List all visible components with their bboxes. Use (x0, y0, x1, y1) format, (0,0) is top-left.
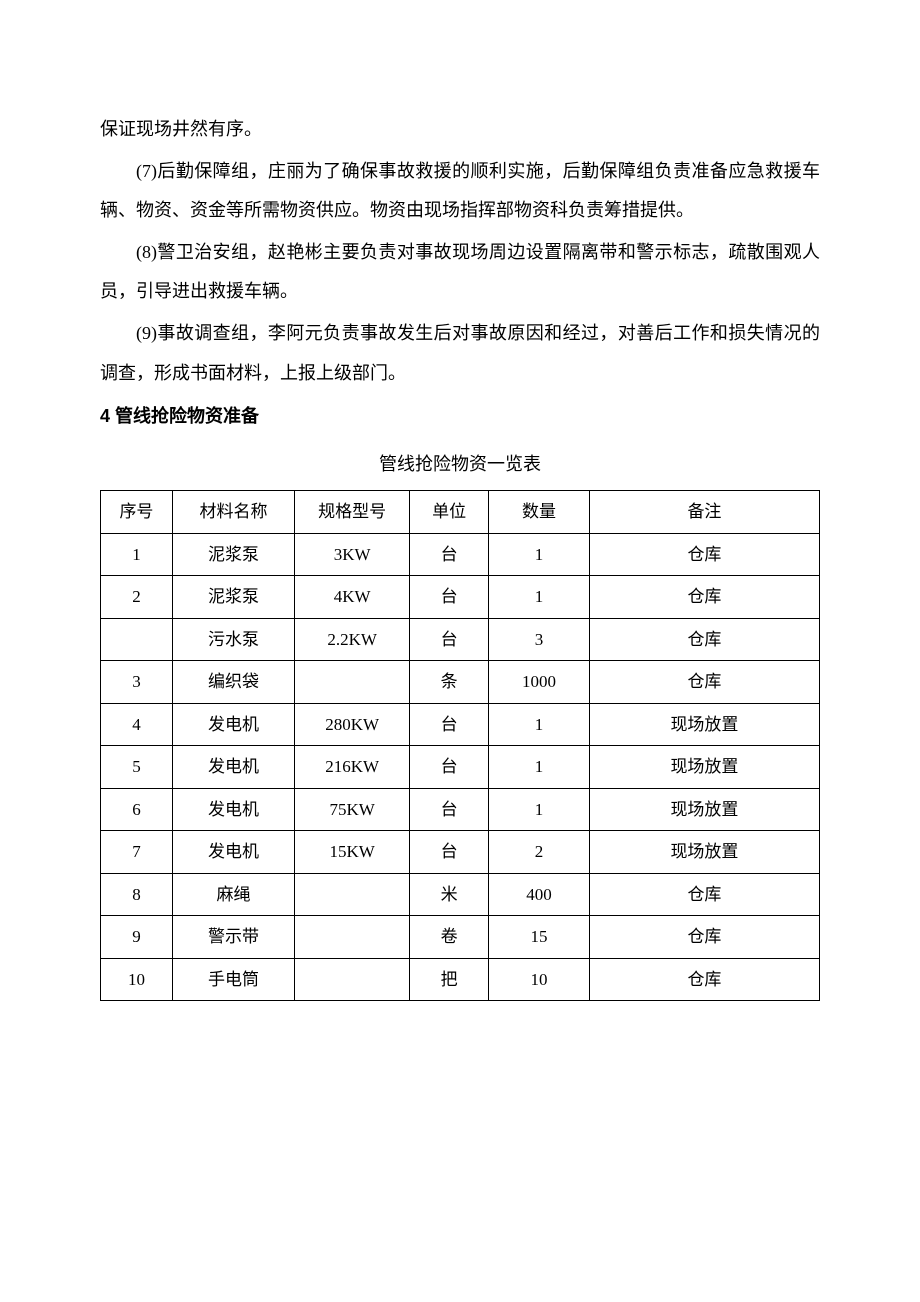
paragraph-item-9: (9)事故调查组，李阿元负责事故发生后对事故原因和经过，对善后工作和损失情况的调… (100, 314, 820, 393)
table-cell (101, 618, 173, 661)
table-cell: 1 (489, 746, 590, 789)
materials-table-head: 序号材料名称规格型号单位数量备注 (101, 491, 820, 534)
table-cell: 1000 (489, 661, 590, 704)
table-cell (295, 958, 410, 1001)
table-cell: 1 (101, 533, 173, 576)
table-cell: 台 (410, 788, 489, 831)
table-cell: 台 (410, 703, 489, 746)
table-cell: 仓库 (589, 873, 819, 916)
materials-table-header-cell: 规格型号 (295, 491, 410, 534)
table-cell: 280KW (295, 703, 410, 746)
table-cell: 发电机 (172, 831, 294, 874)
materials-table-body: 1泥浆泵3KW台1仓库2泥浆泵4KW台1仓库污水泵2.2KW台3仓库3编织袋条1… (101, 533, 820, 1001)
table-cell: 条 (410, 661, 489, 704)
table-cell: 台 (410, 533, 489, 576)
table-cell: 现场放置 (589, 788, 819, 831)
table-cell: 3KW (295, 533, 410, 576)
table-cell: 15KW (295, 831, 410, 874)
table-row: 污水泵2.2KW台3仓库 (101, 618, 820, 661)
table-row: 9警示带 卷15仓库 (101, 916, 820, 959)
table-cell: 2.2KW (295, 618, 410, 661)
table-cell: 台 (410, 618, 489, 661)
table-cell: 4 (101, 703, 173, 746)
table-cell: 1 (489, 576, 590, 619)
table-cell: 3 (489, 618, 590, 661)
table-cell: 泥浆泵 (172, 533, 294, 576)
table-cell: 卷 (410, 916, 489, 959)
materials-table-header-cell: 备注 (589, 491, 819, 534)
table-cell: 警示带 (172, 916, 294, 959)
table-cell: 把 (410, 958, 489, 1001)
table-cell: 麻绳 (172, 873, 294, 916)
table-cell: 仓库 (589, 533, 819, 576)
paragraph-item-8: (8)警卫治安组，赵艳彬主要负责对事故现场周边设置隔离带和警示标志，疏散围观人员… (100, 233, 820, 312)
table-cell: 仓库 (589, 618, 819, 661)
table-cell: 台 (410, 746, 489, 789)
table-cell (295, 661, 410, 704)
table-cell: 10 (489, 958, 590, 1001)
table-cell: 10 (101, 958, 173, 1001)
table-row: 6发电机75KW台1现场放置 (101, 788, 820, 831)
table-cell: 5 (101, 746, 173, 789)
table-row: 1泥浆泵3KW台1仓库 (101, 533, 820, 576)
table-cell: 7 (101, 831, 173, 874)
materials-table-header-row: 序号材料名称规格型号单位数量备注 (101, 491, 820, 534)
table-cell: 现场放置 (589, 746, 819, 789)
section-heading-4: 4 管线抢险物资准备 (100, 397, 820, 437)
table-cell: 米 (410, 873, 489, 916)
table-cell: 编织袋 (172, 661, 294, 704)
table-cell: 6 (101, 788, 173, 831)
materials-table-header-cell: 单位 (410, 491, 489, 534)
table-cell: 现场放置 (589, 703, 819, 746)
table-cell: 4KW (295, 576, 410, 619)
materials-table: 序号材料名称规格型号单位数量备注 1泥浆泵3KW台1仓库2泥浆泵4KW台1仓库污… (100, 490, 820, 1001)
table-cell: 216KW (295, 746, 410, 789)
table-row: 2泥浆泵4KW台1仓库 (101, 576, 820, 619)
table-cell (295, 916, 410, 959)
table-cell: 台 (410, 831, 489, 874)
table-cell: 400 (489, 873, 590, 916)
paragraph-continuation: 保证现场井然有序。 (100, 110, 820, 150)
materials-table-caption: 管线抢险物资一览表 (100, 445, 820, 485)
table-cell: 发电机 (172, 746, 294, 789)
table-cell: 仓库 (589, 661, 819, 704)
table-cell: 现场放置 (589, 831, 819, 874)
table-row: 3编织袋 条1000仓库 (101, 661, 820, 704)
table-cell: 75KW (295, 788, 410, 831)
table-cell: 15 (489, 916, 590, 959)
table-cell: 2 (489, 831, 590, 874)
materials-table-header-cell: 数量 (489, 491, 590, 534)
table-cell: 发电机 (172, 788, 294, 831)
table-cell: 台 (410, 576, 489, 619)
table-cell: 仓库 (589, 916, 819, 959)
table-row: 7发电机15KW台2现场放置 (101, 831, 820, 874)
table-cell: 9 (101, 916, 173, 959)
table-cell: 2 (101, 576, 173, 619)
materials-table-header-cell: 序号 (101, 491, 173, 534)
table-cell: 3 (101, 661, 173, 704)
table-cell: 8 (101, 873, 173, 916)
table-row: 4发电机280KW台1现场放置 (101, 703, 820, 746)
table-row: 8麻绳 米400仓库 (101, 873, 820, 916)
table-row: 5发电机216KW台1现场放置 (101, 746, 820, 789)
table-cell: 污水泵 (172, 618, 294, 661)
table-cell: 发电机 (172, 703, 294, 746)
table-cell: 泥浆泵 (172, 576, 294, 619)
table-cell: 1 (489, 533, 590, 576)
table-cell: 1 (489, 703, 590, 746)
table-cell: 仓库 (589, 576, 819, 619)
table-cell (295, 873, 410, 916)
table-cell: 仓库 (589, 958, 819, 1001)
table-cell: 手电筒 (172, 958, 294, 1001)
table-row: 10手电筒把10仓库 (101, 958, 820, 1001)
table-cell: 1 (489, 788, 590, 831)
paragraph-item-7: (7)后勤保障组，庄丽为了确保事故救援的顺利实施，后勤保障组负责准备应急救援车辆… (100, 152, 820, 231)
materials-table-header-cell: 材料名称 (172, 491, 294, 534)
